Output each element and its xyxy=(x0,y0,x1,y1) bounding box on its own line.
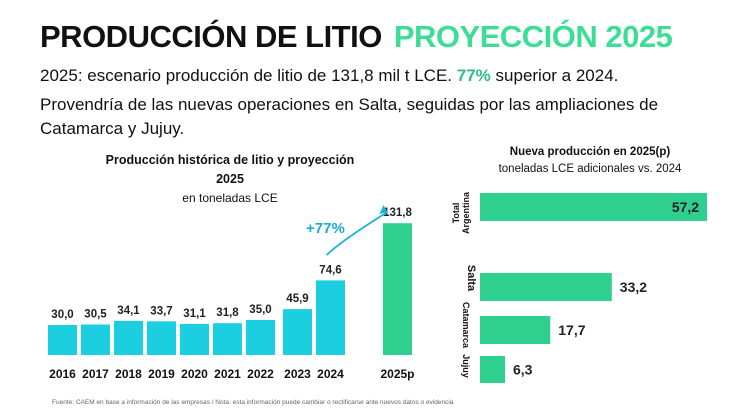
left-chart-title: Producción histórica de litio y proyecci… xyxy=(80,151,380,189)
bar-value-label-2021: 31,8 xyxy=(216,307,239,319)
bar-value-label-2017: 30,5 xyxy=(84,309,107,321)
category-label-salta: Salta xyxy=(465,265,477,292)
hbar-catamarca xyxy=(480,316,551,344)
category-label-catamarca: Catamarca xyxy=(461,302,471,349)
bar-value-label-2018: 34,1 xyxy=(117,305,140,317)
category-label-jujuy: Jujuy xyxy=(461,354,471,378)
x-tick-label-2016: 2016 xyxy=(49,367,76,381)
x-tick-label-2022: 2022 xyxy=(247,367,274,381)
bar-value-label-2022: 35,0 xyxy=(249,304,271,316)
summary-line: 2025: escenario producción de litio de 1… xyxy=(40,66,618,86)
bar-value-label-2023: 45,9 xyxy=(286,293,308,305)
growth-label: +77% xyxy=(306,220,345,237)
hbar-value-label-jujuy: 6,3 xyxy=(513,362,533,378)
x-tick-label-2020: 2020 xyxy=(181,367,208,381)
summary-pre: 2025: escenario producción de litio de 1… xyxy=(40,66,453,85)
summary-post: superior a 2024. xyxy=(495,66,619,85)
footnote: Fuente: CAEM en base a información de la… xyxy=(52,399,454,406)
left-chart-title-line1: Producción histórica de litio y proyecci… xyxy=(105,153,355,167)
hbar-salta xyxy=(480,273,612,301)
category-label-line1-total-argentina: Total xyxy=(451,203,461,224)
bar-2019 xyxy=(147,321,176,355)
x-tick-label-2017: 2017 xyxy=(82,367,109,381)
summary-paragraph: Provendría de las nuevas operaciones en … xyxy=(40,95,659,138)
growth-arrow xyxy=(325,211,388,256)
x-tick-label-2019: 2019 xyxy=(148,367,175,381)
left-chart-subtitle: en toneladas LCE xyxy=(182,191,278,205)
bar-2024 xyxy=(316,280,345,355)
page-title: PRODUCCIÓN DE LITIO PROYECCIÓN 2025 xyxy=(40,18,673,56)
x-tick-label-2023: 2023 xyxy=(284,367,311,381)
hbar-value-label-catamarca: 17,7 xyxy=(558,322,585,338)
growth-arrow-head xyxy=(379,205,388,214)
hbar-value-label-total-argentina: 57,2 xyxy=(672,199,699,215)
x-tick-label-2025p: 2025p xyxy=(380,367,414,381)
right-chart-title: Nueva producción en 2025(p) xyxy=(509,146,671,158)
x-tick-label-2024: 2024 xyxy=(317,367,344,381)
summary-highlight: 77% xyxy=(456,66,491,85)
bar-2023 xyxy=(283,309,312,355)
bar-2022 xyxy=(246,320,275,355)
bar-2020 xyxy=(180,323,209,355)
x-tick-label-2021: 2021 xyxy=(214,367,241,381)
bar-2016 xyxy=(48,325,77,355)
bar-2021 xyxy=(213,323,242,355)
x-tick-label-2018: 2018 xyxy=(115,367,142,381)
bar-2017 xyxy=(81,324,110,355)
bar-2018 xyxy=(114,320,143,355)
hbar-jujuy xyxy=(480,356,506,383)
bar-value-label-2025p: 131,8 xyxy=(383,207,412,219)
right-chart-subtitle: toneladas LCE adicionales vs. 2024 xyxy=(498,163,682,175)
bar-value-label-2020: 31,1 xyxy=(183,308,206,320)
category-label-line2-total-argentina: Argentina xyxy=(461,191,471,234)
left-chart-title-line2: 2025 xyxy=(216,172,244,186)
bar-2025p xyxy=(383,223,412,355)
bar-value-label-2024: 74,6 xyxy=(319,264,341,276)
title-main: PRODUCCIÓN DE LITIO xyxy=(40,19,382,54)
hbar-total-argentina xyxy=(480,193,708,221)
hbar-value-label-salta: 33,2 xyxy=(620,279,647,295)
bar-value-label-2019: 33,7 xyxy=(150,305,172,317)
title-accent: PROYECCIÓN 2025 xyxy=(393,19,673,54)
bar-value-label-2016: 30,0 xyxy=(51,309,73,321)
